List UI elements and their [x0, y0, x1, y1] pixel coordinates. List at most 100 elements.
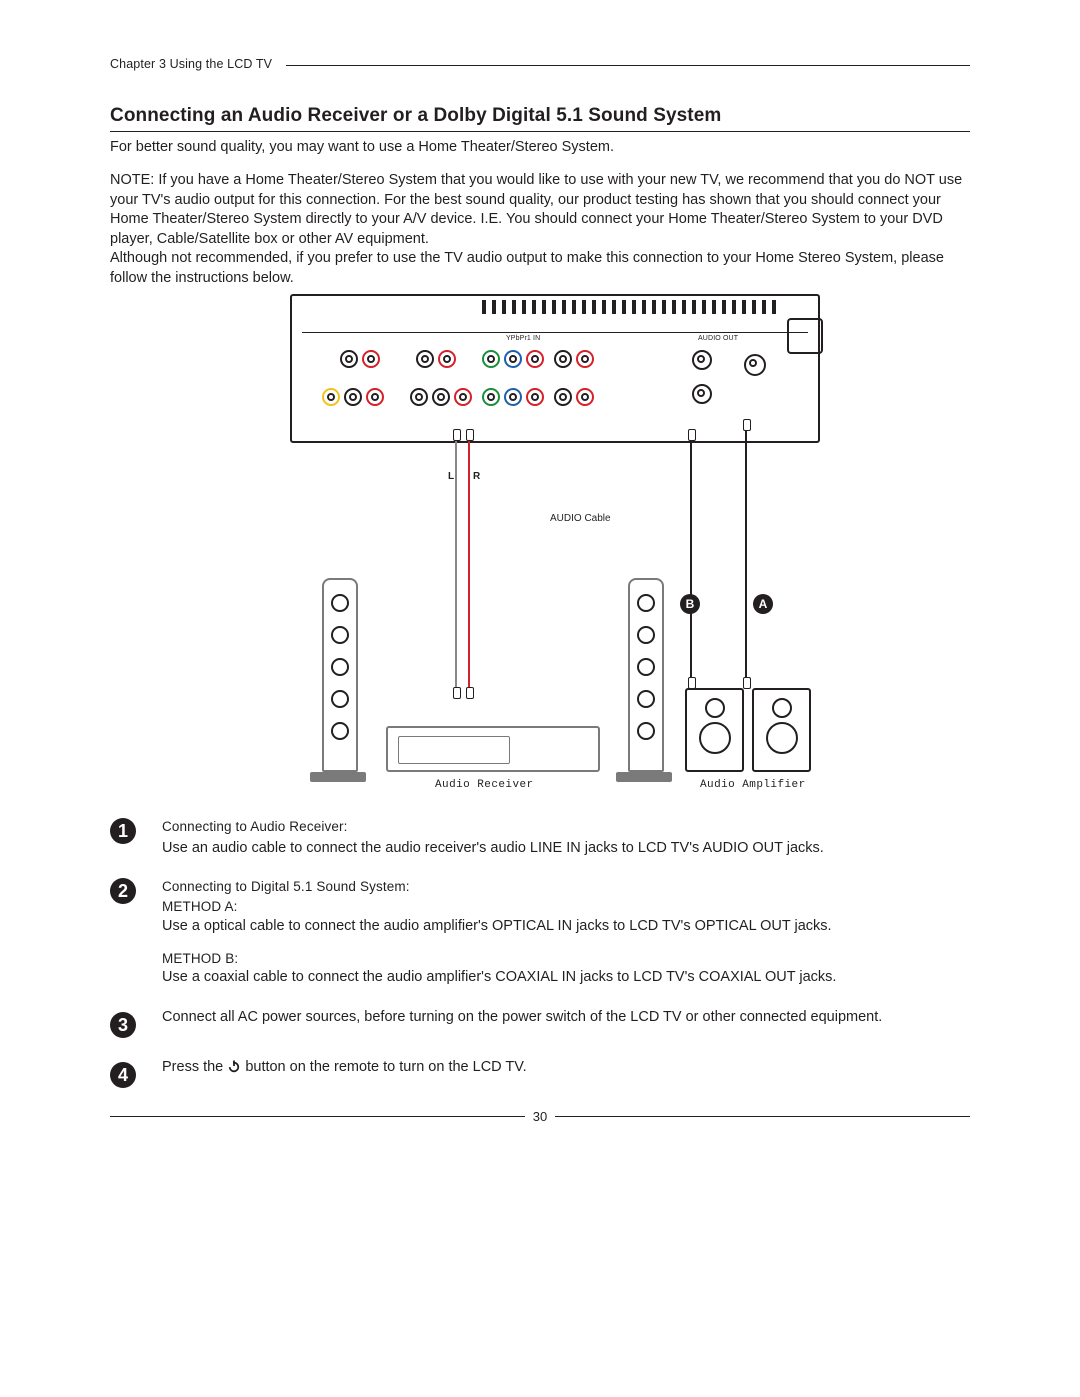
step-paragraph: Press the button on the remote to turn o…: [162, 1058, 970, 1080]
jack: [454, 388, 472, 406]
jack: [554, 388, 572, 406]
chapter-label: Chapter 3 Using the LCD TV: [110, 56, 272, 73]
jack: [344, 388, 362, 406]
step-body: Press the button on the remote to turn o…: [162, 1058, 970, 1080]
caption-amplifier: Audio Amplifier: [700, 778, 806, 793]
tower-speaker-left: [322, 578, 358, 772]
amplifier-speaker-right: [752, 688, 811, 772]
step-lead: Connecting to Audio Receiver:: [162, 818, 970, 836]
page-footer: 30: [110, 1108, 970, 1126]
tv-icon-panel: [787, 318, 823, 354]
step-number-badge: 4: [110, 1062, 136, 1088]
speaker-driver: [637, 626, 655, 644]
speaker-driver: [772, 698, 792, 718]
connection-diagram: YPbPr1 IN AUDIO OUT: [260, 294, 820, 804]
jack: [340, 350, 358, 368]
footer-rule-left: [110, 1116, 525, 1117]
method-a-head: METHOD A:: [162, 898, 970, 916]
intro-paragraph: For better sound quality, you may want t…: [110, 138, 970, 158]
cable-coaxial: [690, 439, 692, 679]
jack: [482, 350, 500, 368]
step-body: Connect all AC power sources, before tur…: [162, 1008, 970, 1028]
step-3: 3 Connect all AC power sources, before t…: [110, 1008, 970, 1038]
audio-receiver: [386, 726, 600, 772]
running-header: Chapter 3 Using the LCD TV: [110, 56, 970, 73]
manual-page: Chapter 3 Using the LCD TV Connecting an…: [0, 0, 1080, 1397]
cable-optical: [745, 429, 747, 679]
jack: [554, 350, 572, 368]
speaker-driver: [331, 626, 349, 644]
step-number-badge: 2: [110, 878, 136, 904]
jack: [366, 388, 384, 406]
tower-speaker-right: [628, 578, 664, 772]
method-b-body: Use a coaxial cable to connect the audio…: [162, 968, 970, 988]
step-number-badge: 3: [110, 1012, 136, 1038]
speaker-driver: [331, 690, 349, 708]
step-number-badge: 1: [110, 818, 136, 844]
caption-receiver: Audio Receiver: [435, 778, 534, 793]
step-paragraph: Connect all AC power sources, before tur…: [162, 1008, 970, 1028]
speaker-driver: [766, 722, 798, 754]
speaker-driver: [637, 658, 655, 676]
tv-vent-dots: [482, 300, 778, 314]
note-paragraph-2: Although not recommended, if you prefer …: [110, 249, 970, 288]
tv-rear-panel: YPbPr1 IN AUDIO OUT: [290, 294, 820, 443]
method-a-body: Use a optical cable to connect the audio…: [162, 917, 970, 937]
cable-badge-a: A: [753, 594, 773, 614]
jack: [504, 350, 522, 368]
jack: [504, 388, 522, 406]
speaker-driver: [331, 658, 349, 676]
cable-audio-r: [468, 439, 470, 689]
jack: [526, 388, 544, 406]
diagram-canvas: YPbPr1 IN AUDIO OUT: [260, 294, 820, 804]
cable-audio-l: [455, 439, 457, 689]
jack: [362, 350, 380, 368]
jack: [576, 350, 594, 368]
jack: [322, 388, 340, 406]
label-ypbpr1: YPbPr1 IN: [506, 334, 540, 343]
speaker-driver: [637, 722, 655, 740]
step-1: 1 Connecting to Audio Receiver: Use an a…: [110, 818, 970, 858]
page-number: 30: [525, 1108, 555, 1126]
cable-badge-b: B: [680, 594, 700, 614]
amplifier-speaker-left: [685, 688, 744, 772]
step-2: 2 Connecting to Digital 5.1 Sound System…: [110, 878, 970, 988]
note-block: NOTE: If you have a Home Theater/Stereo …: [110, 171, 970, 288]
footer-rule-right: [555, 1116, 970, 1117]
jack: [576, 388, 594, 406]
label-l: L: [448, 470, 454, 484]
title-rule: [110, 131, 970, 132]
jack-coaxial: [692, 384, 712, 404]
jack: [482, 388, 500, 406]
step-4: 4 Press the button on the remote to turn…: [110, 1058, 970, 1088]
jack-stereo-l: [692, 350, 712, 370]
press-suffix: button on the remote to turn on the LCD …: [245, 1059, 526, 1075]
jack: [526, 350, 544, 368]
steps-list: 1 Connecting to Audio Receiver: Use an a…: [110, 818, 970, 1088]
power-icon: [227, 1059, 241, 1080]
jack: [416, 350, 434, 368]
step-body: Connecting to Digital 5.1 Sound System: …: [162, 878, 970, 988]
step-body: Connecting to Audio Receiver: Use an aud…: [162, 818, 970, 858]
jack-antenna: [744, 354, 766, 376]
step-lead: Connecting to Digital 5.1 Sound System:: [162, 878, 970, 896]
speaker-base: [310, 772, 366, 782]
jack-svideo: [410, 388, 428, 406]
method-b-head: METHOD B:: [162, 950, 970, 968]
press-prefix: Press the: [162, 1059, 227, 1075]
label-audio-cable: AUDIO Cable: [550, 512, 611, 526]
speaker-driver: [331, 594, 349, 612]
page-title: Connecting an Audio Receiver or a Dolby …: [110, 103, 970, 129]
speaker-driver: [637, 690, 655, 708]
note-paragraph-1: NOTE: If you have a Home Theater/Stereo …: [110, 171, 970, 249]
panel-divider: [302, 332, 808, 333]
jack: [438, 350, 456, 368]
label-r: R: [473, 470, 480, 484]
speaker-driver: [637, 594, 655, 612]
speaker-driver: [699, 722, 731, 754]
label-audio-out: AUDIO OUT: [698, 334, 738, 343]
header-rule: [286, 65, 970, 66]
jack: [432, 388, 450, 406]
speaker-base: [616, 772, 672, 782]
step-paragraph: Use an audio cable to connect the audio …: [162, 839, 970, 859]
